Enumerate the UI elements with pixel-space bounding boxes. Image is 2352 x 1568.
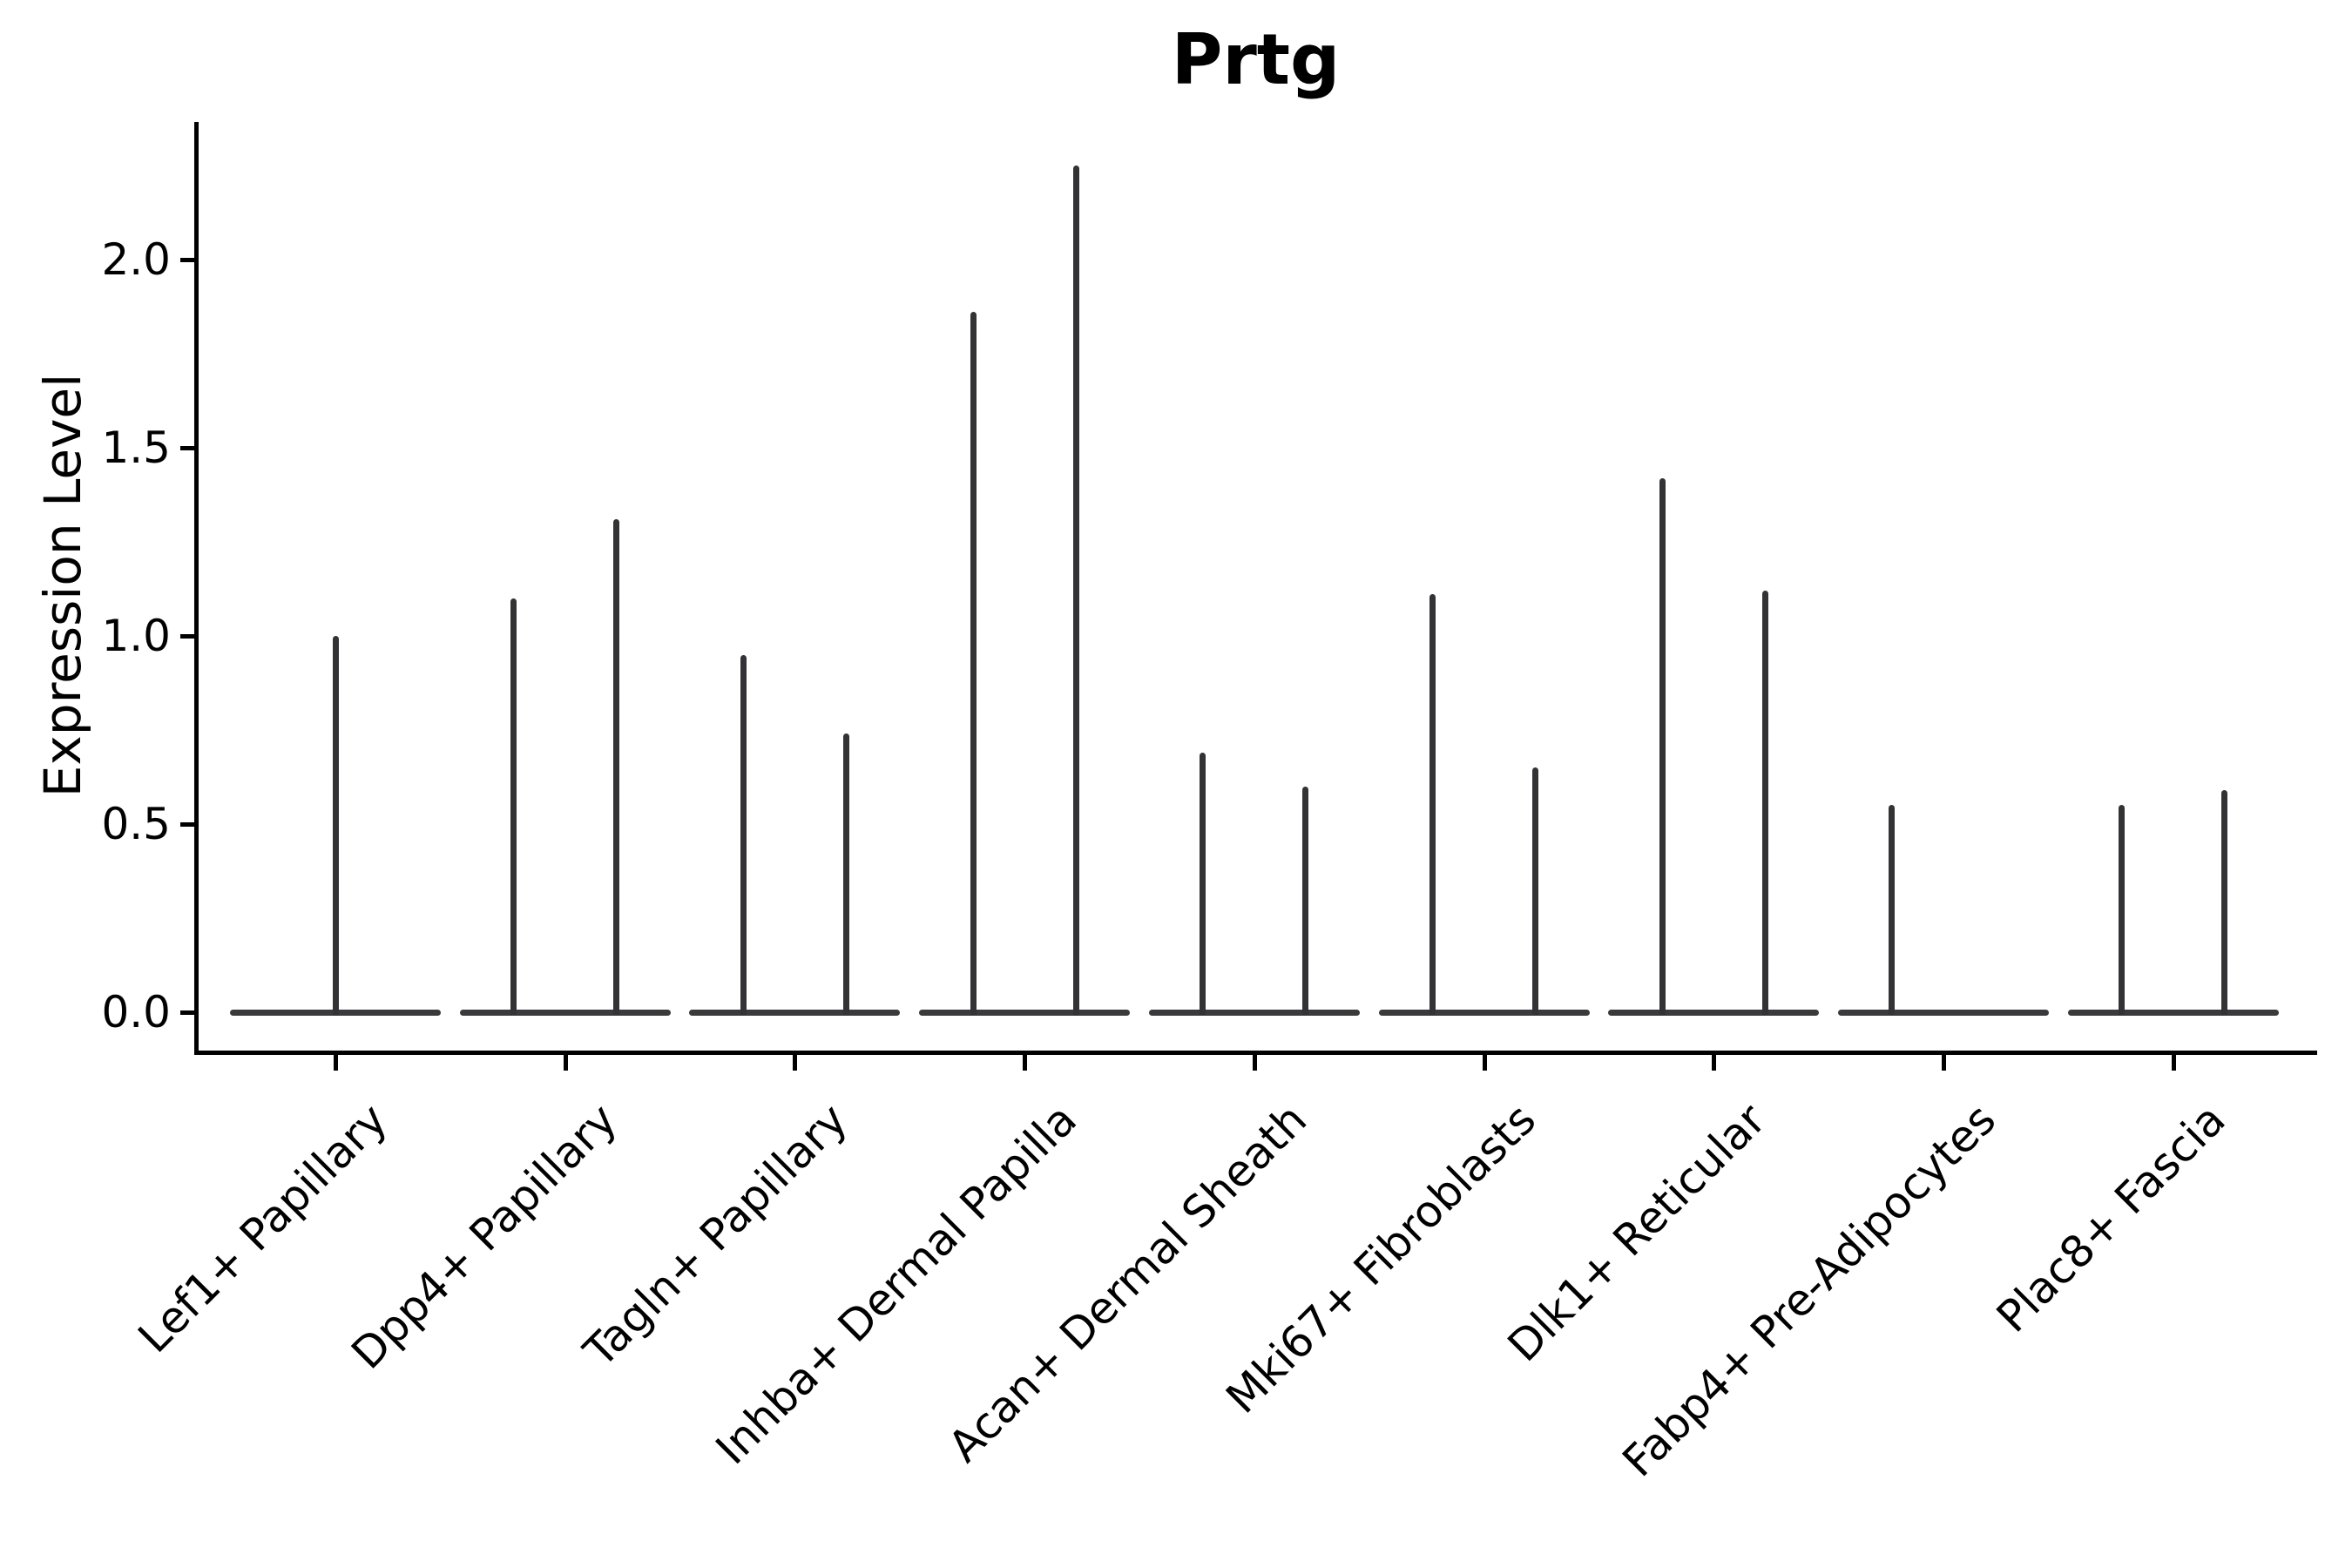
violin-spike	[2221, 790, 2228, 1016]
y-tick-label: 0.0	[101, 987, 171, 1037]
violin-spike	[1429, 594, 1436, 1016]
y-tick-label: 2.0	[101, 234, 171, 285]
violin-base	[1608, 1009, 1820, 1016]
violin-base	[919, 1009, 1131, 1016]
x-tick	[334, 1055, 338, 1071]
violin-base	[1837, 1009, 2049, 1016]
x-tick	[2171, 1055, 2176, 1071]
violin-spike	[842, 733, 849, 1016]
violin-spike	[1532, 767, 1538, 1016]
violin-spike	[1200, 752, 1206, 1016]
y-tick-label: 1.5	[101, 422, 171, 473]
x-axis-spine	[194, 1051, 2317, 1055]
violin-spike	[510, 598, 517, 1016]
violin-spike	[1889, 805, 1896, 1016]
x-tick-label: Lef1+ Papillary	[128, 1094, 398, 1363]
violin-spike	[1302, 786, 1309, 1016]
x-tick	[793, 1055, 798, 1071]
y-axis-spine	[194, 122, 199, 1055]
violin-base	[2067, 1009, 2279, 1016]
violin-spike	[970, 312, 977, 1016]
violin-spike	[1072, 166, 1079, 1016]
y-tick	[180, 258, 196, 262]
y-tick	[180, 446, 196, 450]
violin-spike	[332, 636, 339, 1016]
x-tick-label: Fabp4+ Pre-Adipocytes	[1612, 1094, 2005, 1487]
violin-spike	[2119, 805, 2126, 1016]
x-tick	[1712, 1055, 1717, 1071]
violin-base	[1148, 1009, 1360, 1016]
violin-base	[1378, 1009, 1590, 1016]
y-tick-label: 1.0	[101, 611, 171, 661]
x-tick	[1252, 1055, 1257, 1071]
violin-spike	[1761, 591, 1768, 1016]
chart-title: Prtg	[1171, 19, 1341, 100]
violin-base	[459, 1009, 671, 1016]
x-tick-label: Plac8+ Fascia	[1986, 1094, 2235, 1342]
x-tick	[1482, 1055, 1487, 1071]
x-tick	[1941, 1055, 1946, 1071]
y-tick-label: 0.5	[101, 799, 171, 849]
y-tick	[180, 1010, 196, 1015]
violin-spike	[613, 519, 620, 1016]
x-tick	[1023, 1055, 1028, 1071]
violin-spike	[1659, 477, 1666, 1016]
y-tick	[180, 822, 196, 827]
y-tick	[180, 634, 196, 639]
violin-base	[689, 1009, 901, 1016]
violin-spike	[740, 654, 747, 1016]
x-tick	[563, 1055, 568, 1071]
